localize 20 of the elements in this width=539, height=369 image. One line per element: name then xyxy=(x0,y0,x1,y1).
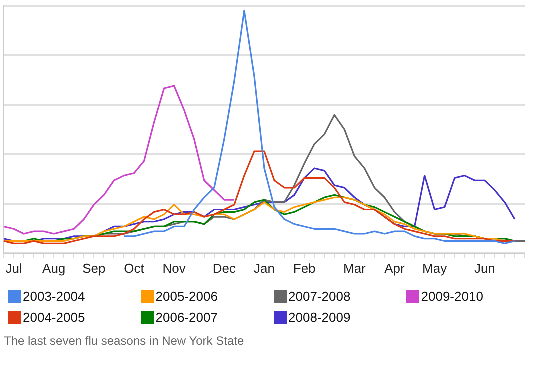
legend-label: 2007-2008 xyxy=(288,289,351,304)
x-tick-label: Jul xyxy=(6,260,22,276)
legend-label: 2008-2009 xyxy=(288,310,351,325)
legend-label: 2003-2004 xyxy=(23,289,86,304)
text: The last seven flu seasons in New York State xyxy=(4,334,246,348)
x-tick-label: Jan xyxy=(254,260,275,276)
x-tick-label: Dec xyxy=(212,260,236,276)
legend-label: 2006-2007 xyxy=(156,310,218,325)
x-tick-label: May xyxy=(422,260,448,276)
legend-label: 2004-2005 xyxy=(23,310,86,325)
x-tick-label: Feb xyxy=(293,260,316,276)
x-tick-label: Aug xyxy=(42,260,66,276)
x-tick-label: Mar xyxy=(343,260,367,276)
x-tick-label: Apr xyxy=(384,260,406,276)
legend-label: 2005-2006 xyxy=(156,289,218,304)
x-tick-label: Jun xyxy=(474,260,496,276)
x-tick-label: Oct xyxy=(124,260,145,276)
legend-label: 2009-2010 xyxy=(421,289,484,304)
x-tick-label: Sep xyxy=(82,260,106,276)
x-tick-label: Nov xyxy=(162,260,186,276)
